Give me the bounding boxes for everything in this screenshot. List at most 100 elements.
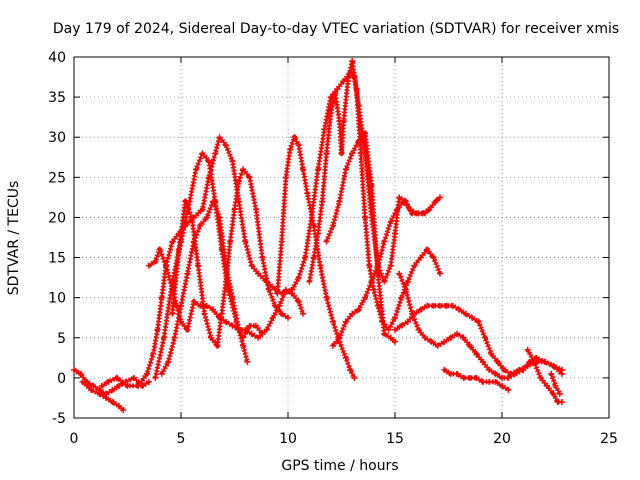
- data-point: [385, 326, 392, 333]
- data-point: [404, 318, 411, 325]
- data-point: [225, 286, 232, 293]
- data-point: [402, 286, 409, 293]
- data-point: [184, 270, 191, 277]
- data-point: [278, 310, 285, 317]
- data-point: [192, 166, 199, 173]
- series-line: [331, 196, 441, 347]
- data-point: [329, 318, 336, 325]
- data-point: [332, 90, 339, 97]
- data-point: [479, 378, 486, 385]
- data-point: [342, 318, 349, 325]
- data-point: [154, 326, 161, 333]
- data-point: [428, 338, 435, 345]
- series-arc-10: [323, 130, 398, 345]
- x-tick-label: 20: [493, 431, 511, 447]
- data-point: [314, 230, 321, 237]
- data-point: [201, 310, 208, 317]
- y-tick-label: 20: [48, 210, 66, 226]
- data-point: [246, 322, 253, 329]
- data-point: [248, 262, 255, 269]
- data-point: [160, 334, 167, 341]
- data-point: [263, 326, 270, 333]
- data-point: [336, 198, 343, 205]
- data-point: [505, 374, 512, 381]
- data-point: [327, 110, 334, 117]
- series-markers: [548, 373, 563, 396]
- axis-ticks: [73, 56, 610, 419]
- data-point: [323, 294, 330, 301]
- data-point: [344, 78, 351, 85]
- series-markers: [100, 70, 425, 389]
- data-point: [212, 198, 219, 205]
- data-point: [409, 310, 416, 317]
- series-markers: [152, 150, 250, 379]
- data-point: [163, 262, 170, 269]
- data-point: [195, 262, 202, 269]
- data-point: [287, 146, 294, 153]
- data-point: [248, 330, 255, 337]
- data-point: [443, 302, 450, 309]
- data-point: [436, 270, 443, 277]
- data-point: [469, 314, 476, 321]
- data-point: [143, 370, 150, 377]
- y-tick-label: 35: [48, 90, 66, 106]
- x-tick-label: 15: [386, 431, 404, 447]
- data-point: [323, 150, 330, 157]
- data-point: [265, 286, 272, 293]
- data-point: [321, 126, 328, 133]
- data-point: [558, 366, 565, 373]
- data-point: [252, 206, 259, 213]
- data-point: [543, 382, 550, 389]
- data-point: [207, 334, 214, 341]
- data-point: [411, 262, 418, 269]
- data-point: [404, 278, 411, 285]
- data-point: [434, 342, 441, 349]
- data-point: [381, 330, 388, 337]
- data-point: [103, 394, 110, 401]
- data-point: [222, 142, 229, 149]
- data-point: [115, 402, 122, 409]
- y-tick-label: -5: [52, 411, 66, 427]
- data-point: [96, 390, 103, 397]
- data-point: [430, 254, 437, 261]
- data-point: [368, 182, 375, 189]
- data-point: [454, 330, 461, 337]
- data-point: [492, 378, 499, 385]
- data-point: [441, 366, 448, 373]
- data-point: [244, 358, 251, 365]
- data-point: [270, 314, 277, 321]
- data-point: [169, 238, 176, 245]
- data-point: [295, 142, 302, 149]
- data-point: [299, 310, 306, 317]
- data-point: [548, 370, 555, 377]
- data-point: [113, 374, 120, 381]
- data-point: [295, 274, 302, 281]
- data-point: [158, 370, 165, 377]
- data-point: [145, 262, 152, 269]
- data-point: [314, 166, 321, 173]
- data-point: [466, 342, 473, 349]
- data-point: [362, 130, 369, 137]
- data-point: [417, 306, 424, 313]
- series-markers: [72, 367, 151, 397]
- data-point: [486, 366, 493, 373]
- series-line: [308, 59, 441, 331]
- data-point: [255, 334, 262, 341]
- data-point: [259, 254, 266, 261]
- data-point: [329, 342, 336, 349]
- y-tick-label: 30: [48, 130, 66, 146]
- series-arc-13: [396, 270, 565, 381]
- data-point: [310, 222, 317, 229]
- data-point: [199, 150, 206, 157]
- data-point: [511, 370, 518, 377]
- data-point: [447, 370, 454, 377]
- data-point: [417, 254, 424, 261]
- data-point: [229, 322, 236, 329]
- data-point: [158, 294, 165, 301]
- data-point: [109, 398, 116, 405]
- data-point: [392, 326, 398, 333]
- data-point: [152, 258, 159, 265]
- data-point: [124, 382, 131, 389]
- y-axis-label: SDTVAR / TECUs: [6, 181, 22, 296]
